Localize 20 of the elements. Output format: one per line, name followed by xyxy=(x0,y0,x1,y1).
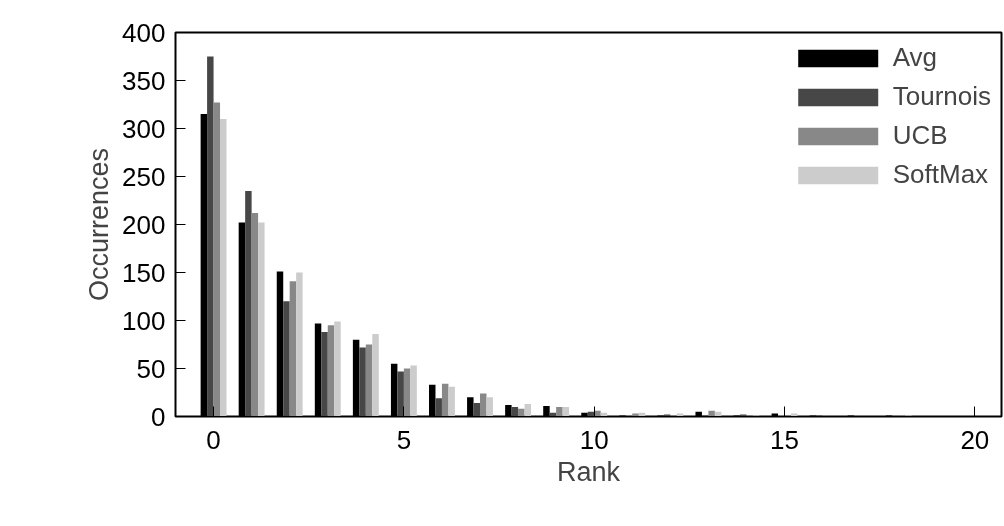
x-axis-title: Rank xyxy=(556,456,621,487)
x-tick-label: 10 xyxy=(579,424,609,455)
y-tick-label: 300 xyxy=(122,113,166,144)
x-tick-label: 5 xyxy=(396,424,412,455)
y-tick-label: 100 xyxy=(122,305,166,336)
x-tick-label: 15 xyxy=(770,424,799,455)
x-tick-label: 20 xyxy=(960,424,990,455)
legend-label: Avg xyxy=(892,42,938,73)
y-tick-label: 250 xyxy=(122,161,166,192)
legend-label: Tournois xyxy=(892,81,991,112)
y-tick-label: 50 xyxy=(136,353,166,384)
y-tick-label: 350 xyxy=(122,65,166,96)
y-tick-label: 400 xyxy=(122,17,166,48)
legend-label: SoftMax xyxy=(892,159,989,190)
x-tick-label: 0 xyxy=(206,424,221,455)
y-tick-label: 150 xyxy=(122,257,166,288)
y-tick-label: 200 xyxy=(122,209,166,240)
legend-label: UCB xyxy=(892,120,948,151)
y-axis-title: Occurrences xyxy=(84,147,115,302)
y-tick-label: 0 xyxy=(151,401,166,432)
